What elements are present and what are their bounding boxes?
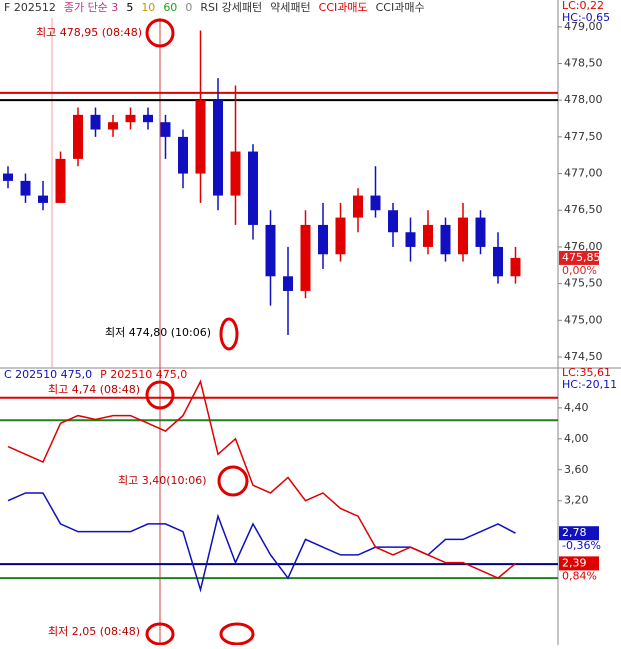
last-value-box <box>559 526 599 541</box>
candle-body <box>353 195 363 218</box>
annotation: 최고 4,74 (08:48) <box>48 383 140 396</box>
candle-body <box>108 122 118 130</box>
candle-body <box>125 114 136 123</box>
candle-body <box>493 246 503 277</box>
candle-body <box>248 151 258 225</box>
candle-body <box>20 180 31 196</box>
last-value-label: 2,39 <box>562 556 587 569</box>
candle-body <box>300 224 311 291</box>
legend-label: CCI과매도 <box>319 1 368 14</box>
highlight-circle <box>217 465 249 497</box>
legend-label: 60 <box>163 1 177 14</box>
y-tick-label: 4,40 <box>564 401 589 414</box>
candle-body <box>405 232 416 247</box>
series-line <box>7 492 516 593</box>
y-tick-label: 477,00 <box>564 167 603 180</box>
candle-body <box>230 151 241 196</box>
last-value-label: 2,78 <box>562 526 587 539</box>
y-tick-label: 478,50 <box>564 56 603 69</box>
candle-body <box>195 100 206 174</box>
legend-label: 약세패턴 <box>270 0 310 14</box>
candle-body <box>475 217 486 247</box>
y-tick-label: 478,00 <box>564 93 603 106</box>
highlight-circle <box>145 380 175 410</box>
candle-body <box>440 224 451 255</box>
legend-label: 5 <box>126 1 133 14</box>
legend-label: 10 <box>141 1 155 14</box>
candle-body <box>213 100 223 196</box>
candle-body <box>283 276 293 291</box>
legend-label: CCI과매수 <box>376 1 425 14</box>
corner-label: HC:-20,11 <box>562 378 617 391</box>
candle-body <box>73 114 83 159</box>
candle-body <box>265 224 276 277</box>
y-tick-label: 475,00 <box>564 313 603 326</box>
highlight-circle <box>145 622 175 646</box>
legend-label: RSI 강세패턴 <box>200 1 262 14</box>
candle-body <box>458 217 468 255</box>
candle-body <box>38 195 48 203</box>
last-change-label: -0,36% <box>562 539 601 552</box>
last-change-label: 0,84% <box>562 569 597 582</box>
plot-layer: F 202512 종가 단순 3 5 10 60 0 RSI 강세패턴 약세패턴 CCI과매도 C… <box>0 0 617 638</box>
legend-label: 종가 단순 3 <box>64 1 118 14</box>
legend-label: C 202510 475,0 <box>4 368 92 381</box>
corner-label: LC:35,61 <box>562 366 611 379</box>
highlight-circle <box>145 18 175 48</box>
corner-label: HC:-0,65 <box>562 11 610 24</box>
series-line <box>7 379 516 579</box>
last-value-label: 475,85 <box>562 251 601 264</box>
y-tick-label: 3,60 <box>564 463 589 476</box>
y-tick-label: 479,00 <box>564 20 603 33</box>
annotation: 최저 2,05 (08:48) <box>48 625 140 638</box>
candle-body <box>423 224 433 247</box>
annotation: 최고 3,40(10:06) <box>118 474 207 487</box>
y-tick-label: 3,20 <box>564 494 589 507</box>
candle-body <box>90 114 101 130</box>
candle-body <box>160 122 171 137</box>
legend-label: 0 <box>185 1 192 14</box>
y-tick-label: 4,00 <box>564 432 589 445</box>
highlight-circle <box>219 622 255 646</box>
candle-body <box>55 158 66 203</box>
last-value-box <box>559 250 599 265</box>
y-tick-label: 476,50 <box>564 203 603 216</box>
annotation: 최고 478,95 (08:48) <box>36 26 142 39</box>
candle-body <box>388 210 398 233</box>
corner-label: LC:0,22 <box>562 0 604 12</box>
candle-body <box>510 257 521 277</box>
candle-body <box>370 195 381 211</box>
highlight-circle <box>219 317 239 351</box>
last-value-box <box>559 556 599 571</box>
y-tick-label: 474,50 <box>564 350 603 363</box>
annotation: 최저 474,80 (10:06) <box>105 326 211 339</box>
candle-body <box>178 136 188 174</box>
candle-body <box>335 217 346 255</box>
candle-body <box>318 224 328 255</box>
y-tick-label: 476,00 <box>564 240 603 253</box>
legend-label: F 202512 <box>4 1 56 14</box>
y-tick-label: 477,50 <box>564 130 603 143</box>
y-tick-label: 475,50 <box>564 277 603 290</box>
candle-body <box>3 173 13 181</box>
candle-body <box>143 114 153 123</box>
last-change-label: 0,00% <box>562 264 597 277</box>
legend-label: P 202510 475,0 <box>100 368 187 381</box>
